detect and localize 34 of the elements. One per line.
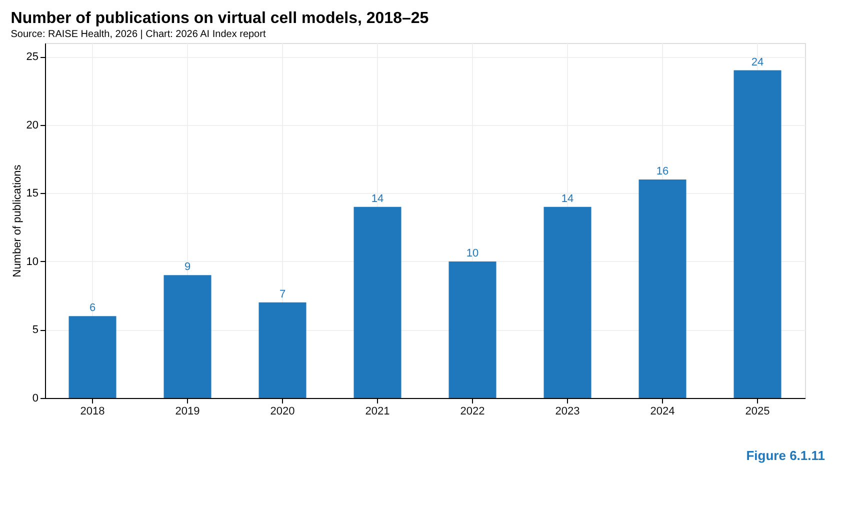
data-label: 7 <box>279 288 286 300</box>
bar <box>258 302 306 398</box>
bar <box>68 316 116 398</box>
bar <box>734 70 782 398</box>
x-tick-label: 2023 <box>555 406 580 418</box>
bar <box>448 261 496 398</box>
x-tick-label: 2021 <box>365 406 390 418</box>
data-label: 16 <box>656 166 669 178</box>
y-tick-label: 5 <box>32 324 38 336</box>
chart-subtitle: Source: RAISE Health, 2026 | Chart: 2026 AI Index report <box>10 29 266 40</box>
bar <box>164 275 212 398</box>
bar <box>638 180 686 398</box>
data-label: 6 <box>89 302 96 314</box>
data-label: 14 <box>371 192 384 205</box>
caption: Figure 6.1.11 <box>746 448 825 463</box>
y-tick-label: 25 <box>26 51 38 64</box>
x-tick-label: 2020 <box>270 406 295 418</box>
chart-title: Number of publications on virtual cell models, 2018–25 <box>10 10 429 27</box>
y-tick-label: 20 <box>26 119 38 132</box>
data-label: 9 <box>184 261 191 274</box>
x-tick-label: 2025 <box>745 406 770 418</box>
bar <box>544 206 592 398</box>
x-tick-label: 2018 <box>80 406 105 418</box>
bar <box>354 206 402 398</box>
data-label: 10 <box>466 247 479 260</box>
x-tick-label: 2022 <box>460 406 485 418</box>
x-tick-label: 2019 <box>175 406 200 418</box>
y-tick-label: 10 <box>26 256 38 268</box>
y-axis-title: Number of publications <box>11 164 24 278</box>
y-tick-label: 0 <box>32 392 38 404</box>
x-tick-label: 2024 <box>650 406 675 418</box>
data-label: 24 <box>751 56 764 68</box>
data-label: 14 <box>561 192 574 205</box>
y-tick-label: 15 <box>26 188 38 200</box>
